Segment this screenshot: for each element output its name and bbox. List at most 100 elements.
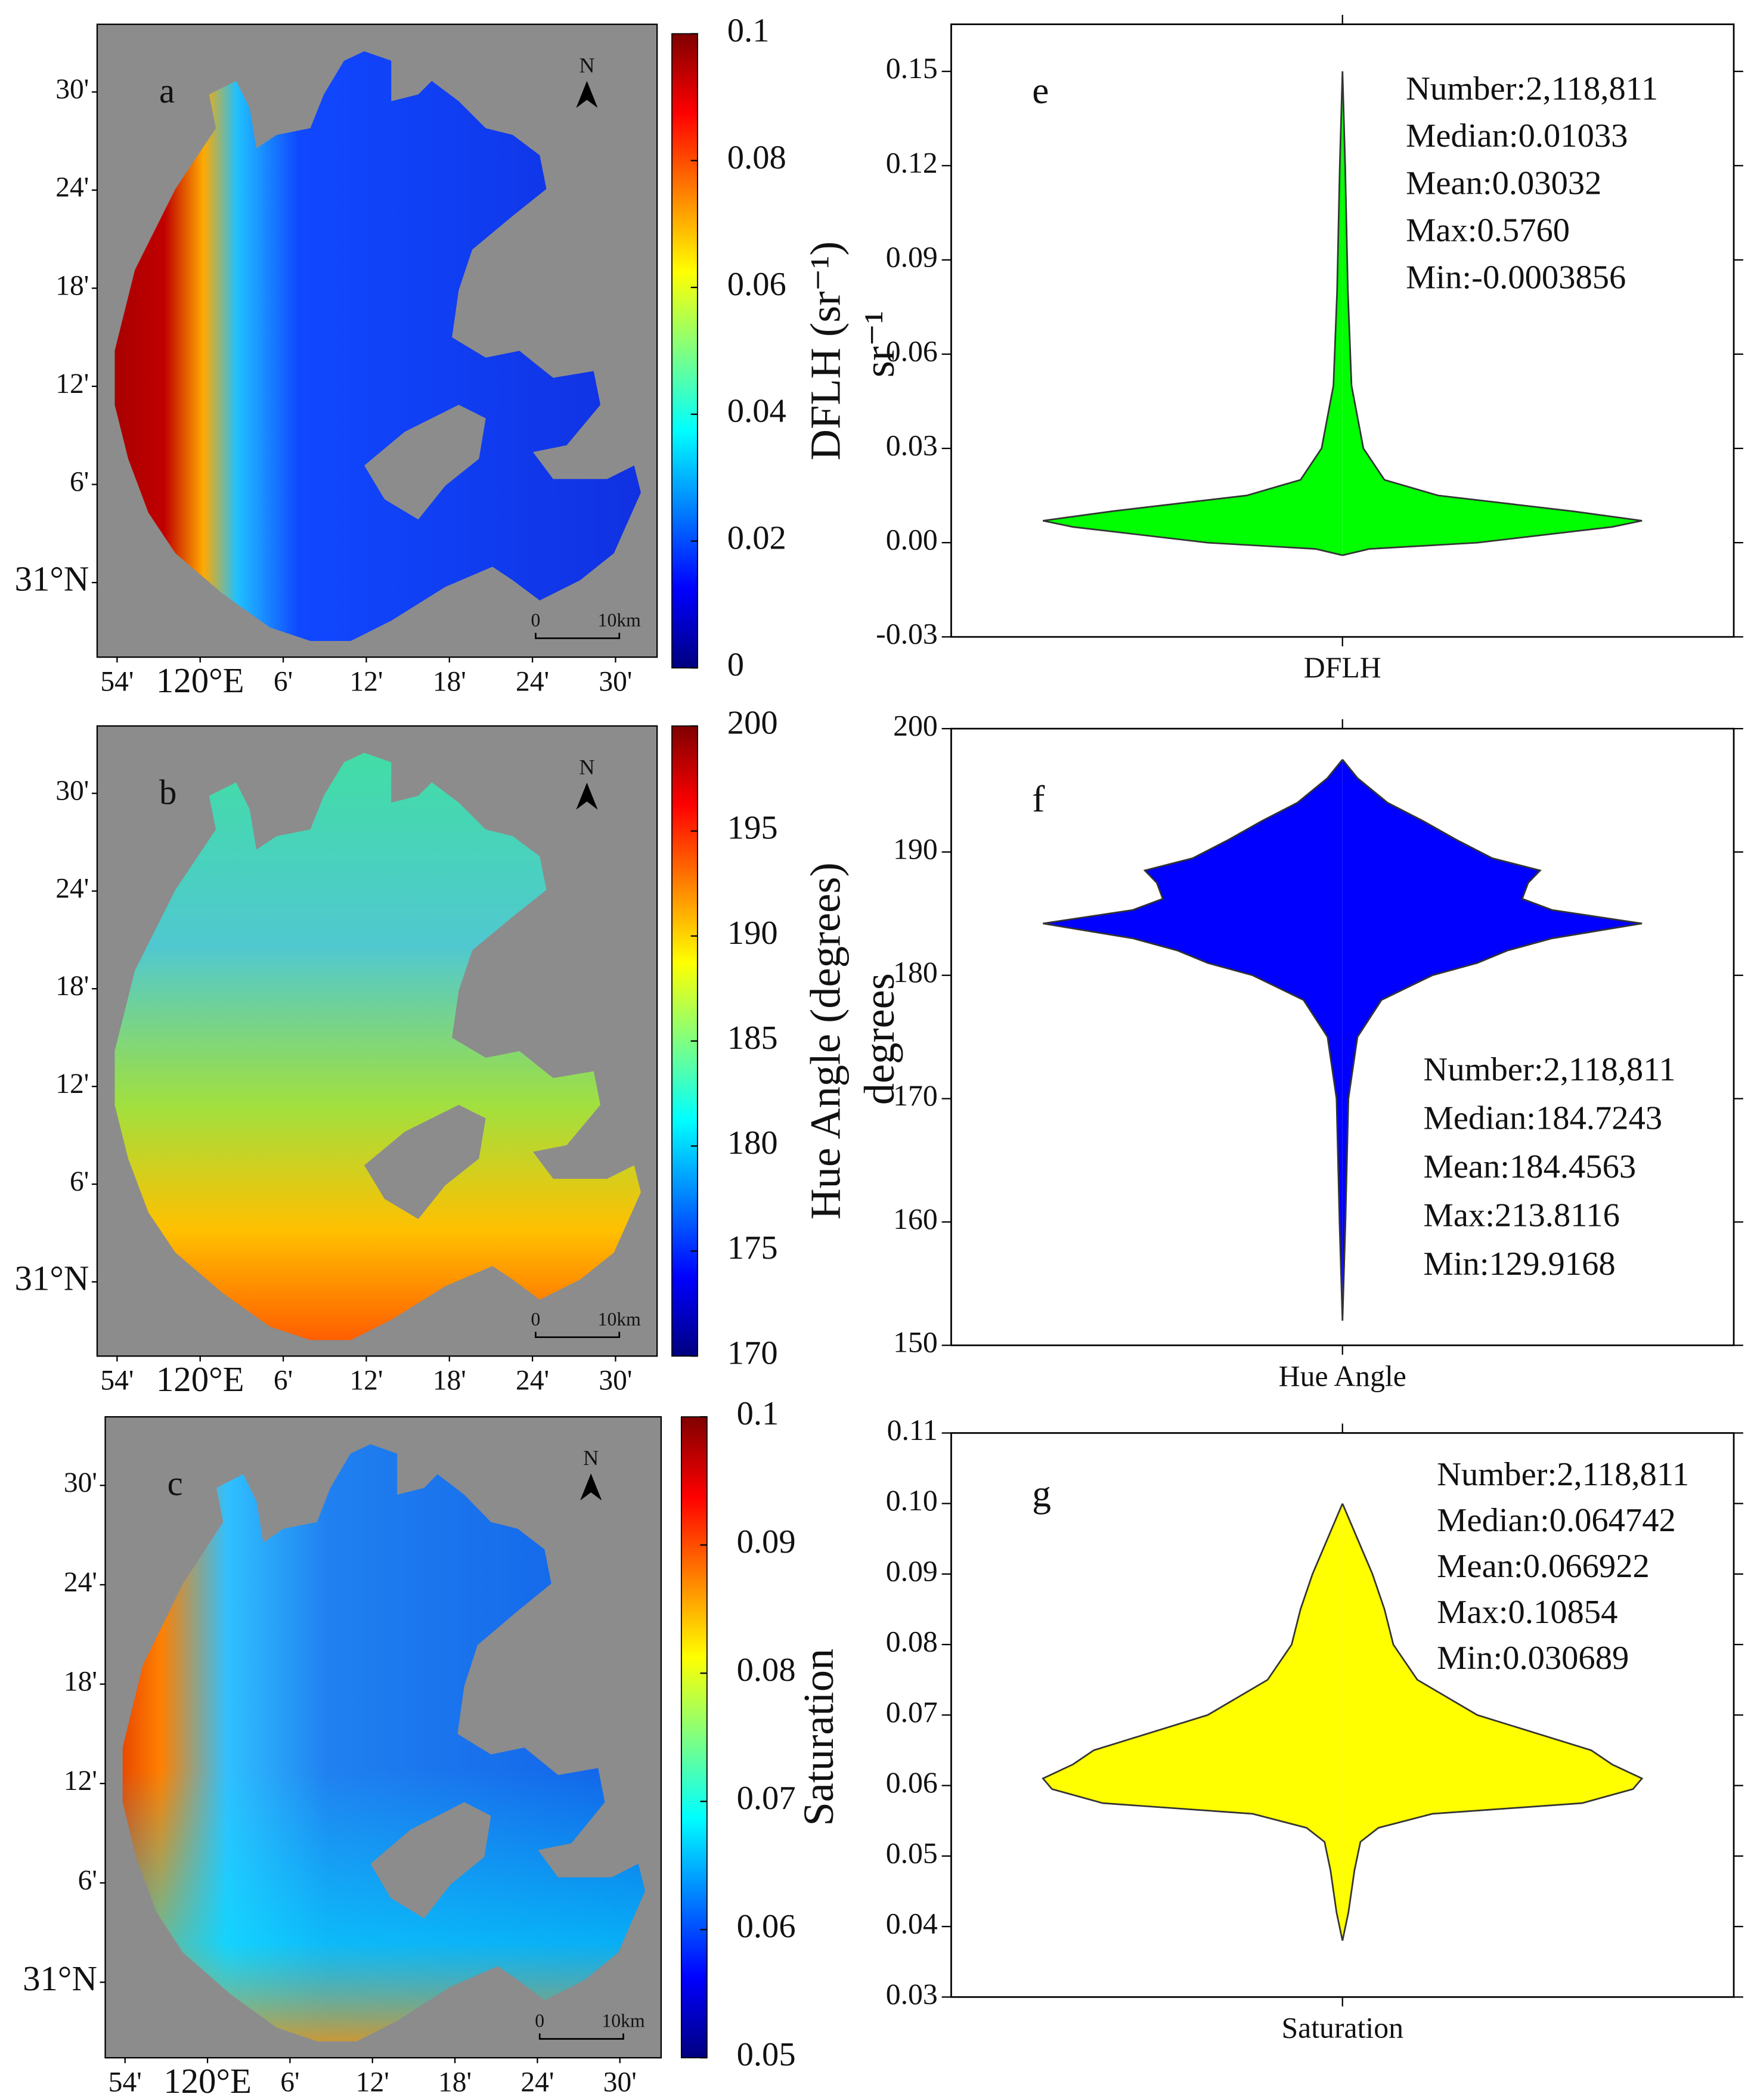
panel-label: g (1032, 1473, 1051, 1515)
x-tick-label: 12' (349, 666, 383, 697)
island (364, 1104, 486, 1219)
y-tick-label: 18' (55, 270, 89, 301)
stat-annotation: Mean:0.066922 (1437, 1548, 1650, 1585)
y-tick-label: 0.08 (886, 1625, 938, 1658)
x-tick-label: 18' (433, 666, 466, 697)
stat-annotation: Mean:0.03032 (1406, 165, 1601, 202)
y-tick-label: 200 (893, 709, 938, 742)
scale-label: 0 (531, 1309, 541, 1330)
y-tick-label: 150 (893, 1326, 938, 1359)
y-tick-label: 0.05 (886, 1836, 938, 1869)
x-tick-label: 54' (100, 1365, 134, 1396)
colorbar-tick-label: 0.06 (727, 266, 786, 303)
colorbar-tick-label: 175 (727, 1229, 778, 1266)
stat-annotation: Median:0.01033 (1406, 117, 1628, 154)
y-tick-label: 190 (893, 832, 938, 865)
y-tick-label: 12' (64, 1766, 97, 1797)
y-tick-label: 6' (70, 1166, 89, 1197)
north-label: N (579, 755, 594, 779)
violin-half (1341, 1503, 1644, 1941)
colorbar-label: Hue Angle (degrees) (801, 862, 849, 1219)
y-tick-label: 0.06 (886, 334, 938, 367)
stat-annotation: Number:2,118,811 (1437, 1456, 1689, 1493)
x-tick-label: DFLH (1304, 651, 1381, 684)
colorbar-tick-label: 180 (727, 1125, 778, 1161)
x-tick-label: 24' (516, 666, 549, 697)
y-tick-label: -0.03 (876, 618, 938, 651)
colorbar-tick-label: 0.02 (727, 519, 786, 556)
colorbar-tick-label: 0.08 (737, 1652, 796, 1689)
x-tick-label: 120°E (156, 661, 244, 700)
y-tick-label: 18' (64, 1666, 97, 1697)
y-tick-label: 0.07 (886, 1696, 938, 1729)
stat-annotation: Max:0.5760 (1406, 212, 1570, 249)
colorbar (680, 1416, 708, 2059)
stat-annotation: Median:0.064742 (1437, 1502, 1676, 1539)
y-tick-label: 30' (55, 74, 89, 105)
violin-half (1043, 759, 1344, 1321)
north-label: N (583, 1446, 599, 1470)
colorbar-tick-label: 0.08 (727, 139, 786, 176)
scale-bar (538, 2033, 624, 2040)
north-label: N (579, 53, 594, 77)
x-tick-label: 24' (516, 1365, 549, 1396)
x-tick-label: 18' (433, 1365, 466, 1396)
x-tick-label: 6' (280, 2067, 299, 2098)
violin-half (1042, 1503, 1344, 1941)
y-tick-label: 31°N (15, 560, 89, 599)
colorbar-tick-label: 190 (727, 915, 778, 952)
y-tick-label: 180 (893, 956, 938, 989)
island (370, 1802, 491, 1919)
colorbar-tick-label: 0.06 (737, 1908, 796, 1945)
scale-bar (535, 633, 621, 639)
y-tick-label: 0.00 (886, 524, 938, 556)
panel-label: a (159, 72, 175, 110)
scale-label: 0 (535, 2011, 544, 2031)
y-tick-label: 170 (893, 1079, 938, 1112)
x-tick-label: 30' (599, 666, 632, 697)
y-tick-label: 30' (64, 1467, 97, 1498)
x-tick-label: 120°E (156, 1360, 244, 1399)
colorbar-tick-label: 0.07 (737, 1780, 796, 1817)
stat-annotation: Mean:184.4563 (1424, 1148, 1637, 1185)
colorbar-label: DFLH (sr⁻¹) (801, 241, 849, 461)
y-tick-label: 0.03 (886, 1978, 938, 2011)
stat-annotation: Min:0.030689 (1437, 1640, 1629, 1677)
y-tick-label: 31°N (23, 1959, 97, 1998)
y-tick-label: 160 (893, 1203, 938, 1235)
stat-annotation: Number:2,118,811 (1424, 1051, 1676, 1088)
north-arrow (576, 80, 598, 109)
y-tick-label: 0.09 (886, 1554, 938, 1587)
colorbar-tick-label: 0.1 (737, 1395, 779, 1432)
violin-half (1341, 71, 1643, 556)
north-arrow (576, 782, 598, 810)
y-tick-label: 24' (55, 873, 89, 904)
colorbar-tick-label: 185 (727, 1020, 778, 1057)
stat-annotation: Median:184.7243 (1424, 1100, 1663, 1137)
colorbar-tick-label: 0 (727, 646, 744, 683)
y-axis-label: sr⁻¹ (855, 311, 903, 377)
scale-label: 10km (598, 1309, 642, 1330)
island (364, 404, 486, 520)
violin-half (1341, 759, 1643, 1321)
colorbar-label: Saturation (794, 1649, 842, 1826)
panel-label: f (1032, 778, 1045, 820)
x-tick-label: 54' (109, 2067, 142, 2098)
y-tick-label: 24' (55, 172, 89, 203)
colorbar-tick-label: 195 (727, 810, 778, 847)
colorbar-tick-label: 200 (727, 705, 778, 742)
colorbar-tick-label: 0.04 (727, 393, 786, 430)
colorbar (671, 33, 698, 669)
scale-label: 10km (598, 610, 642, 631)
y-tick-label: 24' (64, 1567, 97, 1598)
stat-annotation: Number:2,118,811 (1406, 70, 1658, 107)
panel-label: e (1032, 70, 1049, 111)
scale-label: 0 (531, 610, 541, 631)
x-tick-label: 12' (349, 1365, 383, 1396)
y-tick-label: 0.12 (886, 146, 938, 179)
x-tick-label: 6' (274, 666, 293, 697)
y-tick-label: 0.15 (886, 52, 938, 85)
colorbar-tick-label: 170 (727, 1334, 778, 1371)
